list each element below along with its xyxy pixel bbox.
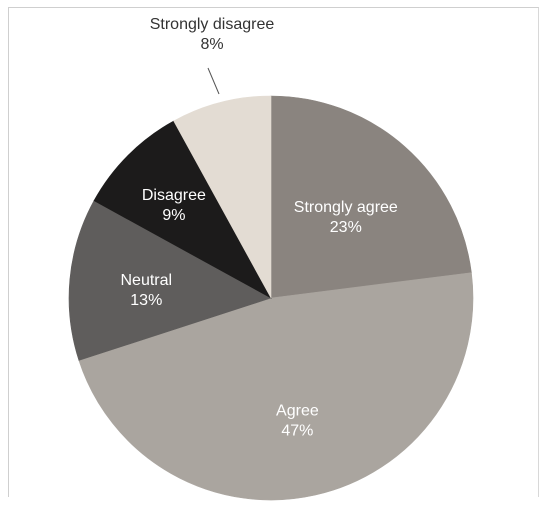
slice-percent-label: 9% — [162, 207, 185, 224]
pie-slice-strongly-agree — [270, 95, 472, 299]
slice-percent-label: 8% — [200, 36, 223, 53]
pie-slice-agree — [78, 272, 474, 501]
slice-label: Strongly disagree — [150, 16, 275, 33]
slice-label: Neutral — [121, 272, 173, 289]
slice-label: Strongly agree — [294, 199, 398, 216]
leader-line-strongly-disagree — [207, 67, 220, 95]
pie-slice-neutral — [68, 200, 272, 361]
slice-percent-label: 13% — [130, 292, 162, 309]
slice-label: Agree — [276, 402, 319, 419]
slice-percent-label: 23% — [330, 219, 362, 236]
pie-slice-strongly-disagree — [173, 95, 272, 299]
slice-label: Disagree — [142, 187, 206, 204]
slice-percent-label: 47% — [281, 422, 313, 439]
pie-slice-disagree — [93, 120, 272, 299]
